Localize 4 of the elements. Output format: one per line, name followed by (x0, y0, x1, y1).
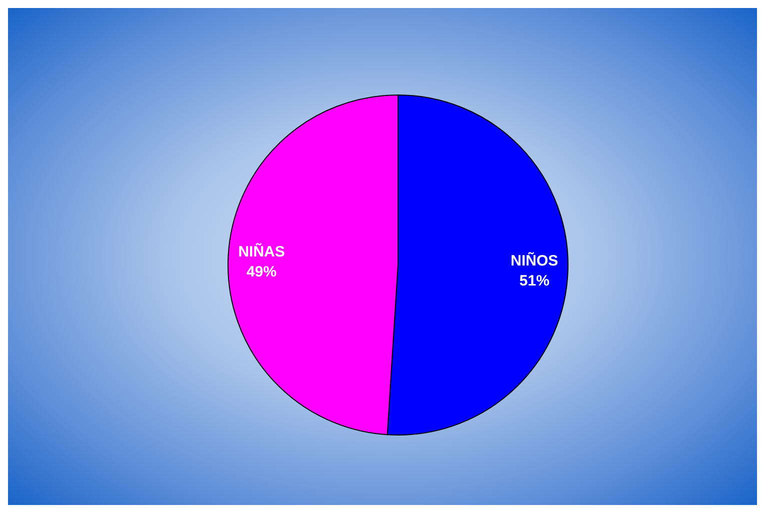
slice-label: NIÑOS (510, 251, 558, 270)
data-label: 51% (519, 272, 550, 290)
slice-label: NIÑAS (238, 242, 285, 261)
data-label: 49% (246, 264, 277, 281)
